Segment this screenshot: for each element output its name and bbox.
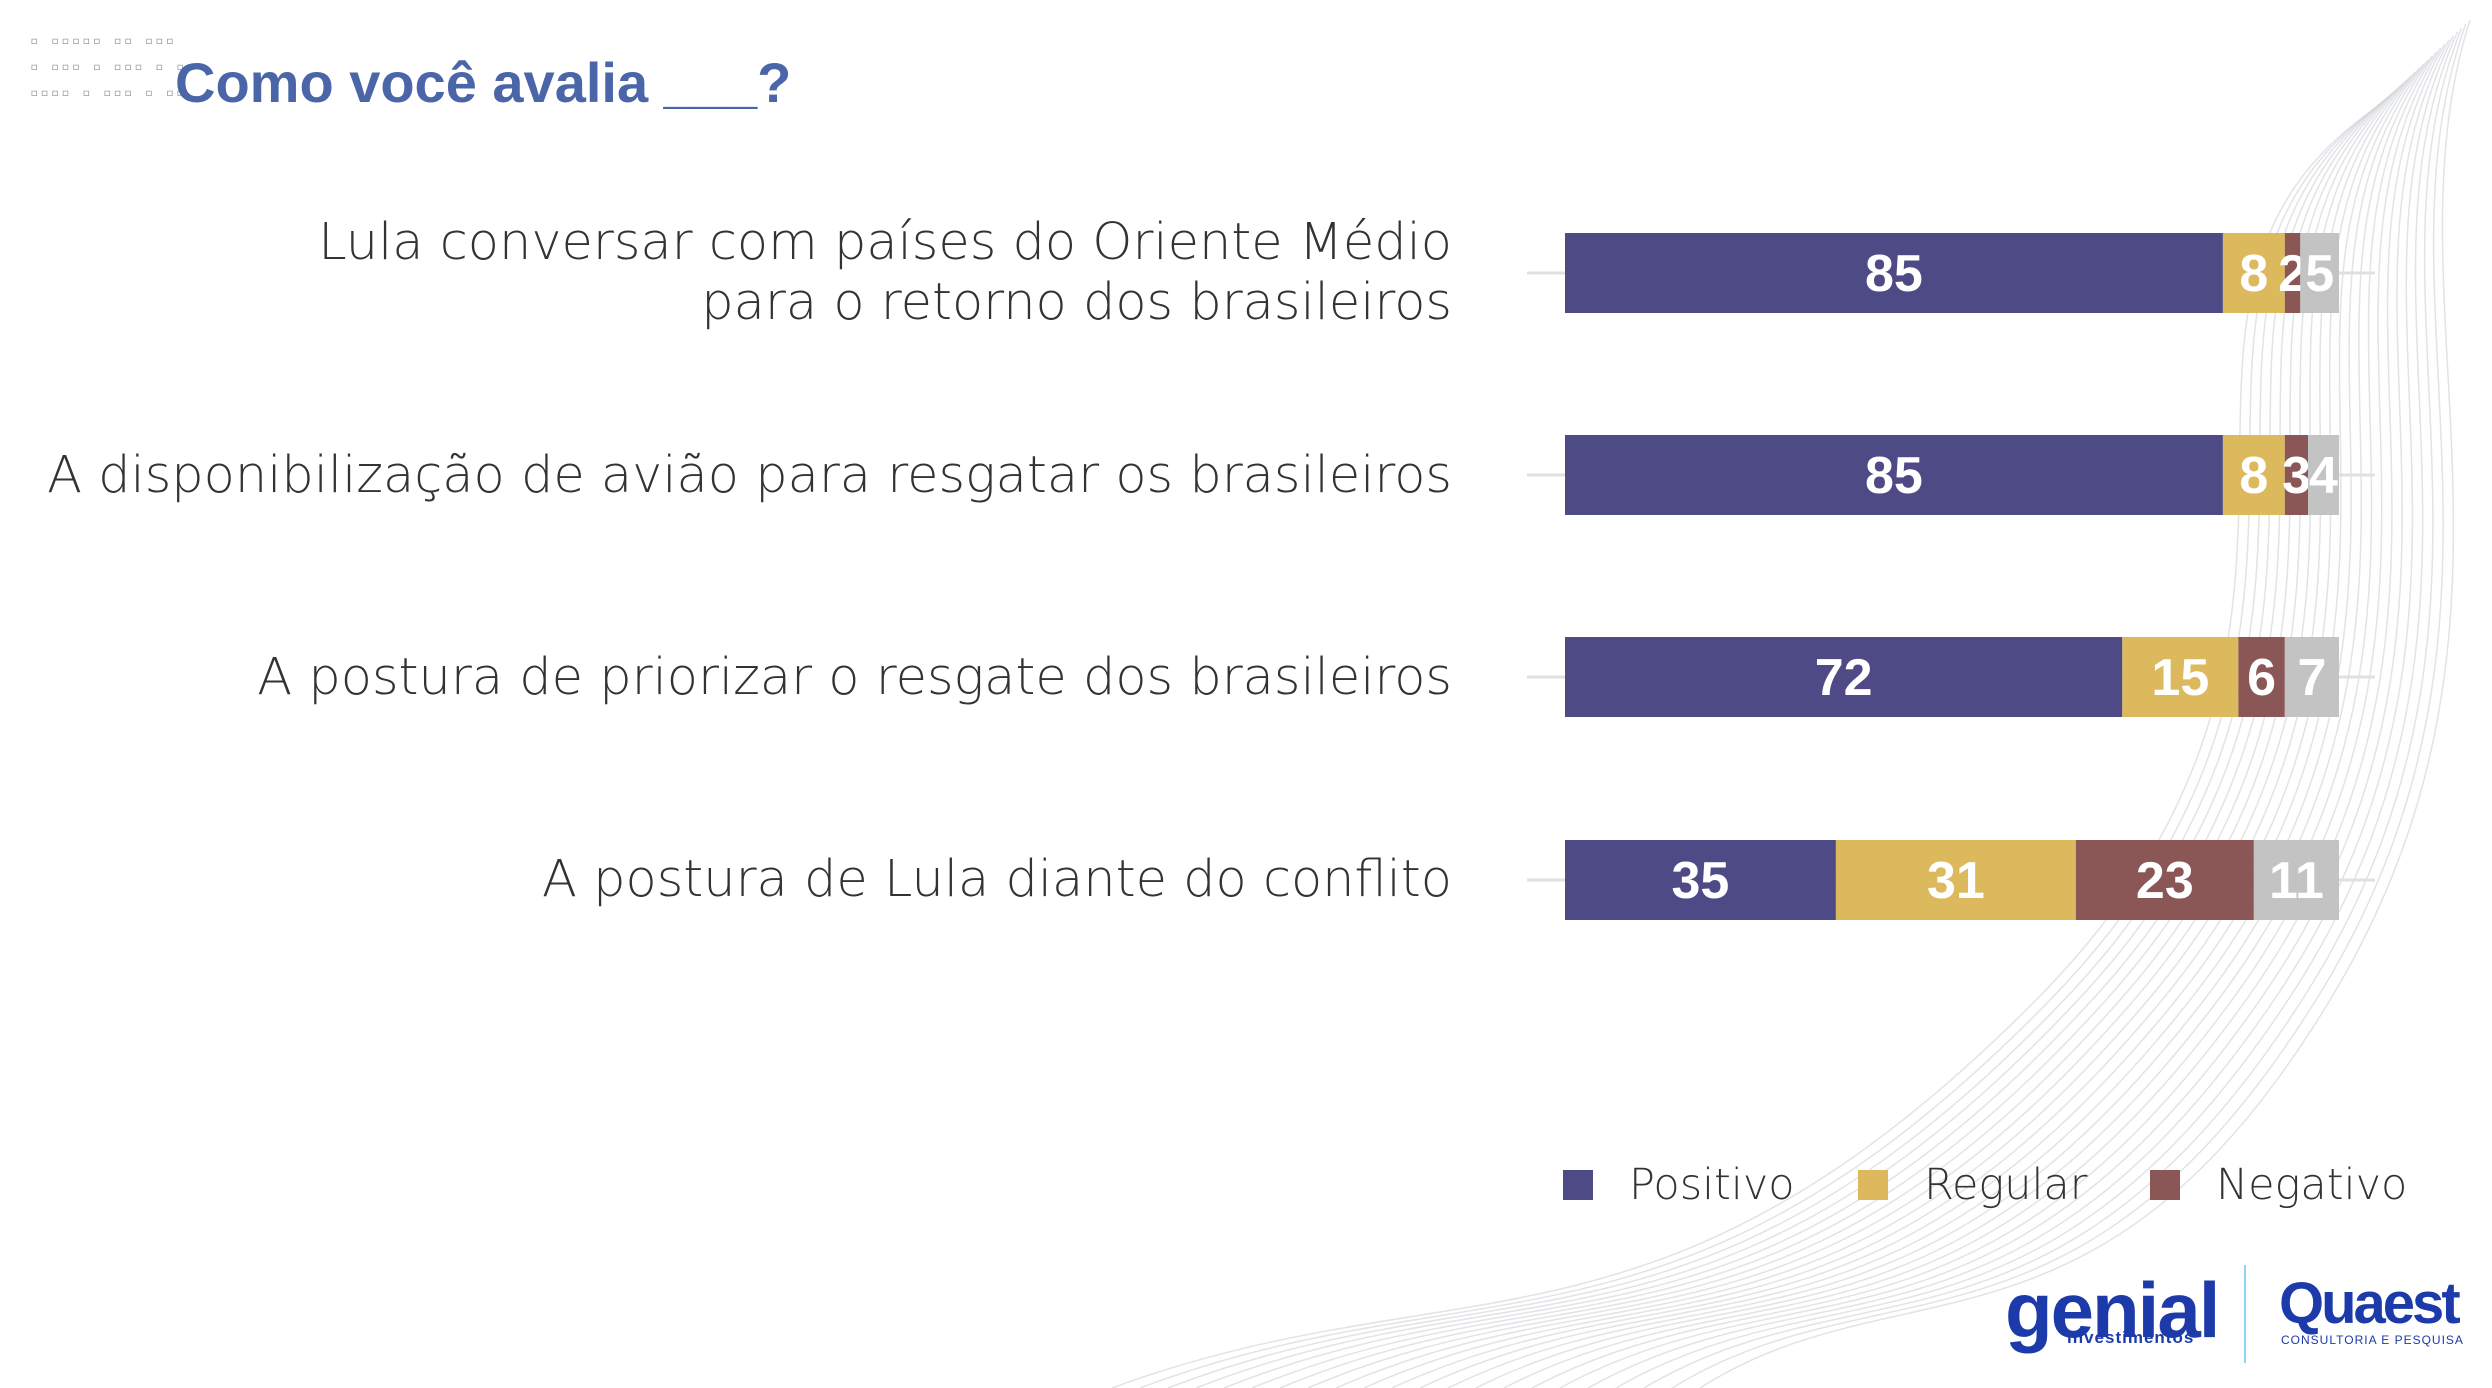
data-label-regular-row-2: 8 — [2239, 447, 2268, 505]
data-label-ns-nr-row-4: 11 — [2269, 852, 2324, 910]
legend-item-positivo: Positivo — [1563, 1155, 1795, 1215]
logo-divider — [2244, 1265, 2246, 1363]
category-label-row-4: A postura de Lula diante do conflito — [542, 850, 1452, 909]
data-label-negativo-row-2: 3 — [2282, 447, 2311, 505]
bar-ns-nr-row-3 — [2284, 637, 2339, 717]
category-label-row-2: A disponibilização de avião para resgata… — [47, 446, 1452, 505]
data-label-positivo-row-1: 85 — [1865, 245, 1923, 303]
bar-positivo-row-2 — [1565, 435, 2223, 515]
genial-logo-subtitle: investimentos — [2067, 1328, 2195, 1347]
page-title: Como você avalia ___? — [175, 51, 792, 114]
legend-swatch-negativo — [2150, 1170, 2180, 1200]
brand-logos: genial investimentos Quaest CONSULTORIA … — [1995, 1265, 2475, 1365]
legend-label-negativo: Negativo — [2216, 1160, 2408, 1210]
data-label-regular-row-3: 15 — [2151, 649, 2209, 707]
data-label-ns-nr-row-3: 7 — [2297, 649, 2326, 707]
bar-positivo-row-3 — [1565, 637, 2123, 717]
bar-positivo-row-1 — [1565, 233, 2223, 313]
data-label-positivo-row-2: 85 — [1865, 447, 1923, 505]
bar-positivo-row-4 — [1565, 840, 1836, 920]
bar-ns-nr-row-4 — [2253, 840, 2339, 920]
bar-negativo-row-2 — [2284, 435, 2309, 515]
data-label-ns-nr-row-2: 4 — [2309, 447, 2338, 505]
legend-swatch-positivo — [1563, 1170, 1593, 1200]
category-label-row-1-line-2: para o retorno dos brasileiros — [701, 273, 1452, 332]
category-label-row-1-line-1: Lula conversar com países do Oriente Méd… — [318, 213, 1452, 272]
legend-label-regular: Regular — [1924, 1160, 2088, 1210]
data-label-regular-row-1: 8 — [2239, 245, 2268, 303]
legend-item-regular: Regular — [1858, 1155, 2087, 1215]
bar-regular-row-1 — [2222, 233, 2285, 313]
data-label-ns-nr-row-1: 5 — [2305, 245, 2334, 303]
bar-regular-row-3 — [2122, 637, 2239, 717]
data-label-negativo-row-3: 6 — [2247, 649, 2276, 707]
category-label-row-3: A postura de priorizar o resgate dos bra… — [257, 648, 1452, 707]
bar-regular-row-4 — [1835, 840, 2076, 920]
bar-regular-row-2 — [2222, 435, 2285, 515]
bar-ns-nr-row-2 — [2308, 435, 2339, 515]
legend-label-positivo: Positivo — [1629, 1160, 1795, 1210]
legend-item-negativo: Negativo — [2150, 1155, 2407, 1215]
data-label-regular-row-4: 31 — [1927, 852, 1985, 910]
bar-negativo-row-3 — [2238, 637, 2285, 717]
data-label-positivo-row-4: 35 — [1672, 852, 1730, 910]
bar-ns-nr-row-1 — [2300, 233, 2339, 313]
legend-swatch-regular — [1858, 1170, 1888, 1200]
data-label-negativo-row-4: 23 — [2136, 852, 2194, 910]
genial-logo: genial — [2005, 1266, 2220, 1354]
decorative-dashes: ▫ ▫▫▫▫▫ ▫▫ ▫▫▫ ▫ ▫▫▫ ▫ ▫▫▫ ▫ ▫▫ ▫▫▫▫ ▫ ▫… — [30, 33, 197, 101]
data-label-positivo-row-3: 72 — [1815, 649, 1873, 707]
bar-negativo-row-4 — [2075, 840, 2254, 920]
bar-negativo-row-1 — [2284, 233, 2301, 313]
quaest-logo: Quaest — [2279, 1271, 2461, 1336]
quaest-logo-subtitle: CONSULTORIA E PESQUISA — [2281, 1333, 2464, 1347]
